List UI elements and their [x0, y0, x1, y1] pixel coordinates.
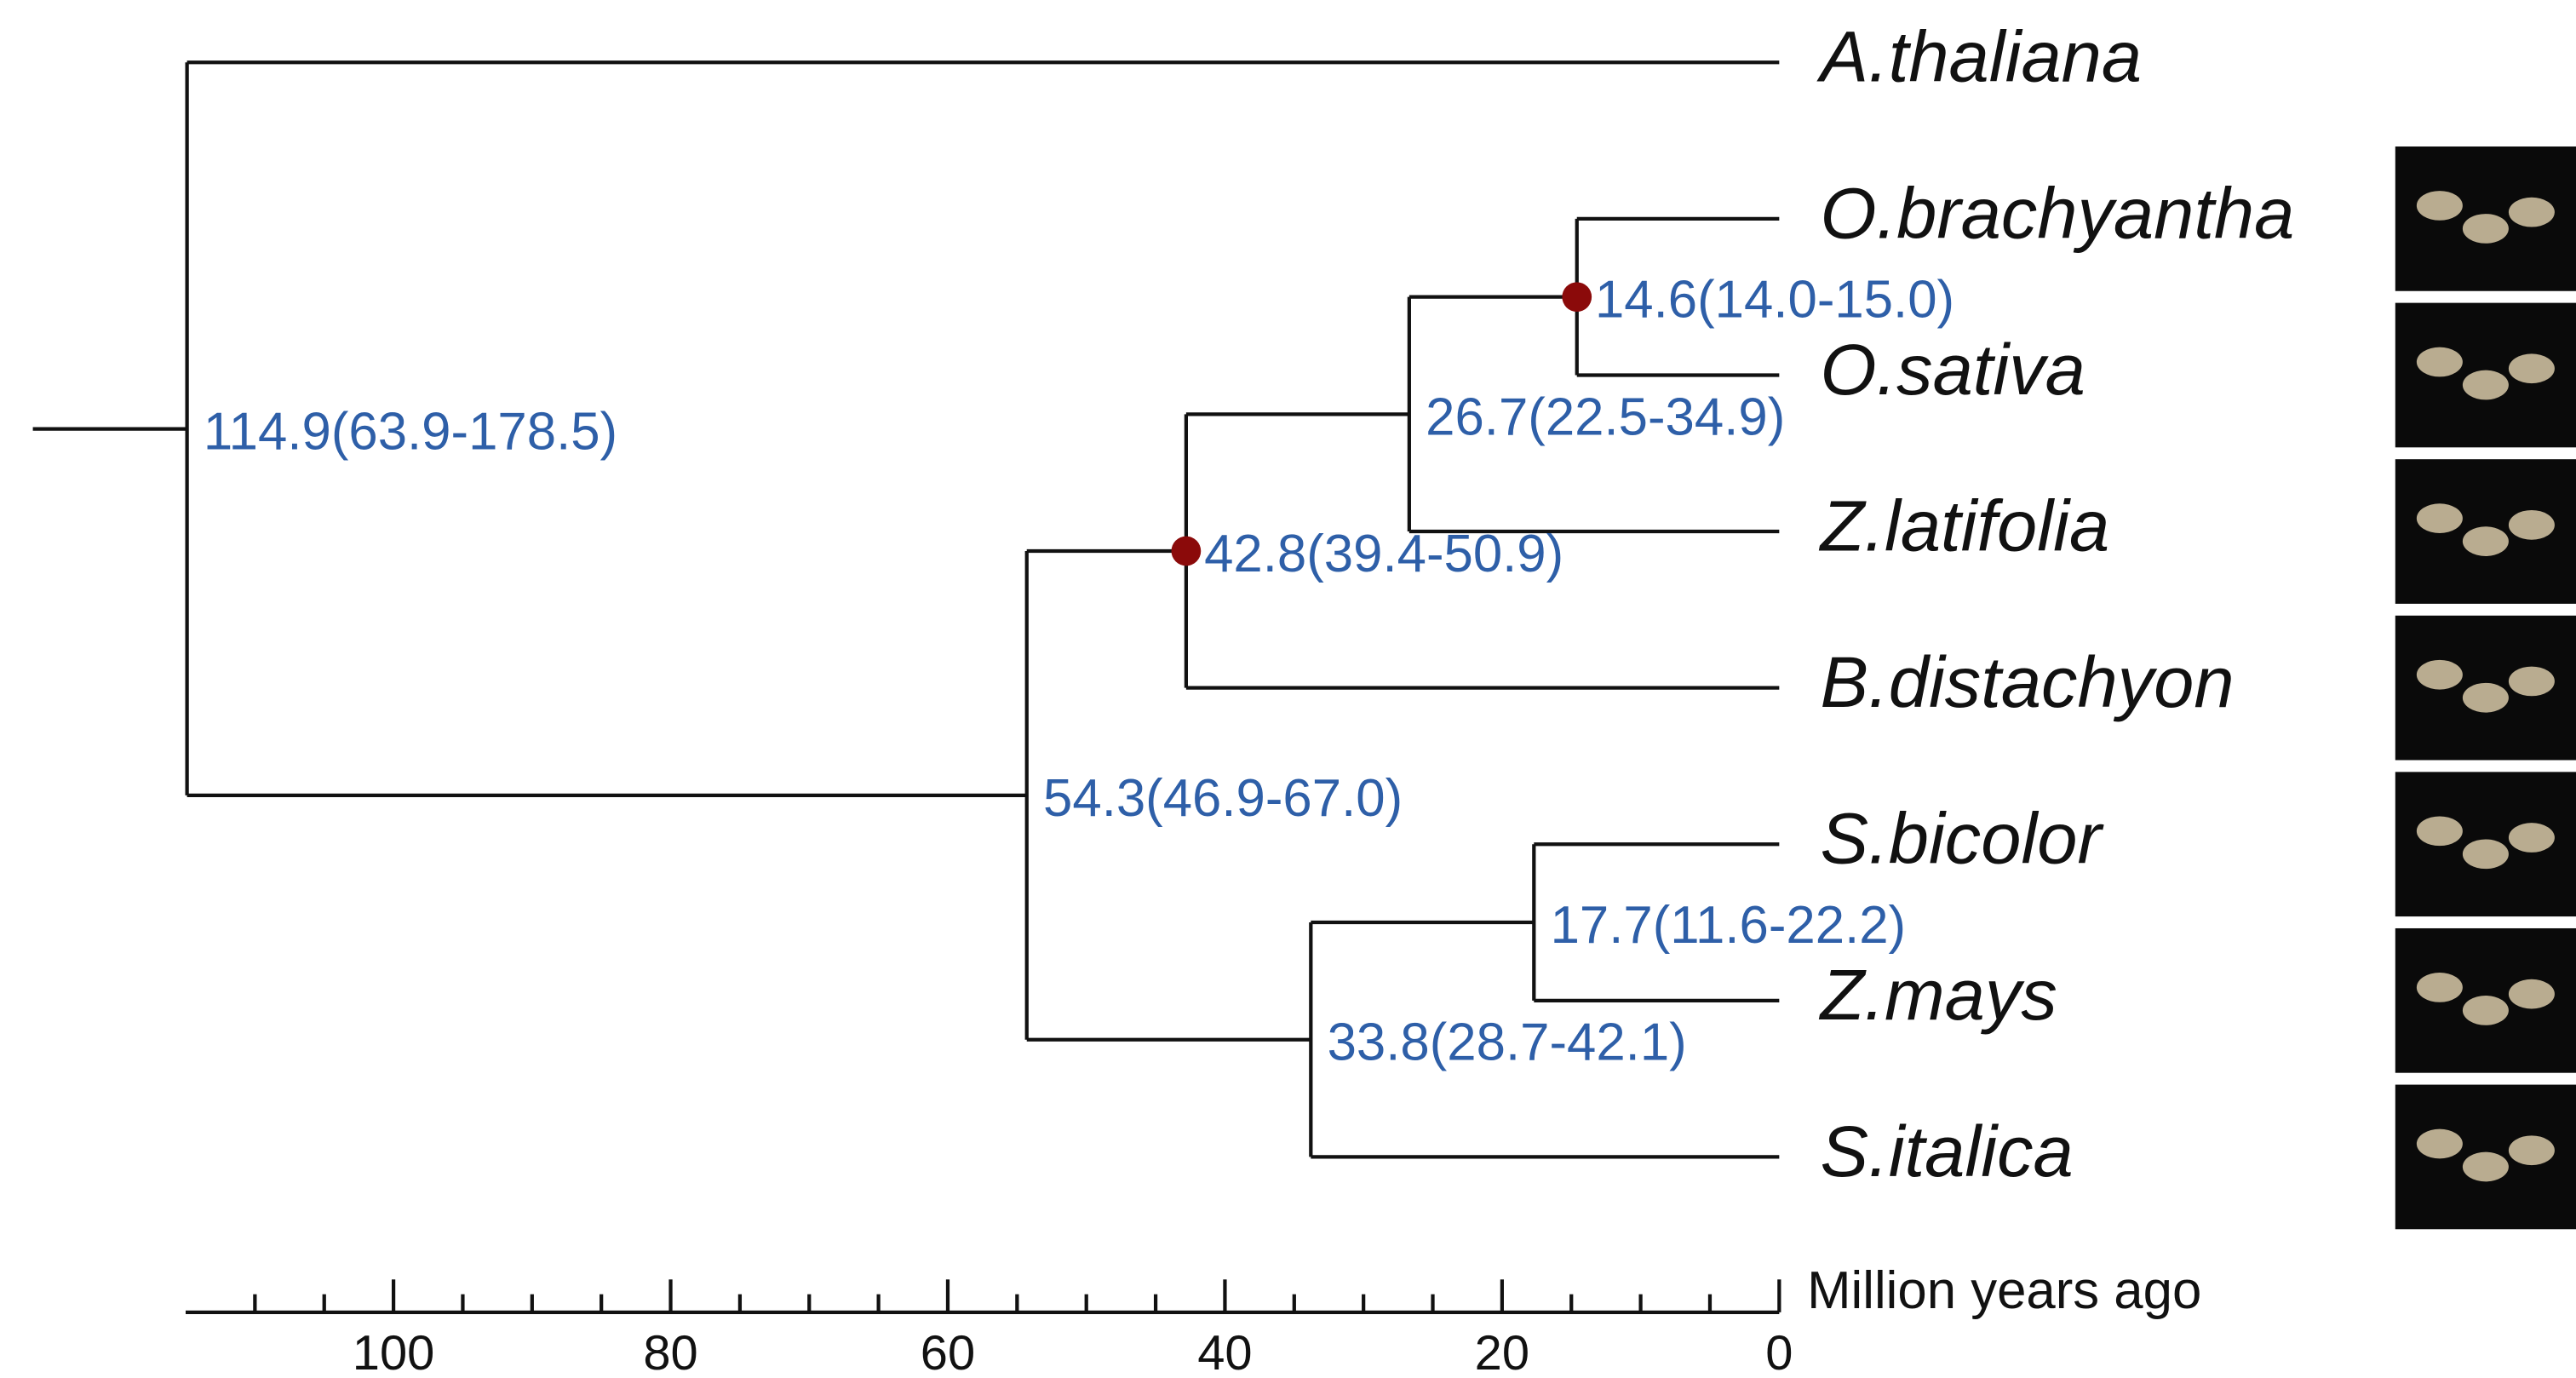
node-age-label: 114.9(63.9-178.5): [204, 403, 617, 462]
calibration-point: [1171, 536, 1202, 566]
node-age-label: 54.3(46.9-67.0): [1043, 769, 1403, 828]
axis-title: Million years ago: [1807, 1261, 2201, 1320]
x-tick-label: 40: [1197, 1326, 1252, 1378]
leaf-name: A.thaliana: [1816, 16, 2143, 97]
leaf-name: Z.latifolia: [1819, 485, 2110, 566]
seed-photo: [2395, 615, 2576, 761]
seed-photo: [2395, 302, 2576, 448]
leaf-name: S.italica: [1821, 1111, 2074, 1191]
leaf-name: Z.mays: [1819, 954, 2057, 1035]
calibration-point: [1562, 282, 1592, 313]
leaf-name: S.bicolor: [1821, 798, 2105, 879]
leaf-name: O.sativa: [1821, 329, 2085, 410]
node-age-label: 33.8(28.7-42.1): [1328, 1013, 1687, 1072]
seed-photo: [2395, 927, 2576, 1073]
seed-photo: [2395, 146, 2576, 291]
node-age-label: 17.7(11.6-22.2): [1551, 896, 1907, 955]
seed-photo: [2395, 772, 2576, 917]
node-age-label: 42.8(39.4-50.9): [1204, 525, 1563, 583]
x-tick-label: 60: [921, 1326, 975, 1378]
node-age-label: 14.6(14.0-15.0): [1595, 271, 1954, 330]
seed-photo: [2395, 459, 2576, 604]
seed-photo: [2395, 1084, 2576, 1230]
x-tick-label: 20: [1475, 1326, 1529, 1378]
x-tick-label: 80: [643, 1326, 697, 1378]
leaf-name: B.distachyon: [1821, 641, 2235, 722]
x-tick-label: 100: [353, 1326, 435, 1378]
x-tick-label: 0: [1765, 1326, 1793, 1378]
leaf-name: O.brachyantha: [1821, 172, 2295, 253]
node-age-label: 26.7(22.5-34.9): [1426, 388, 1785, 446]
